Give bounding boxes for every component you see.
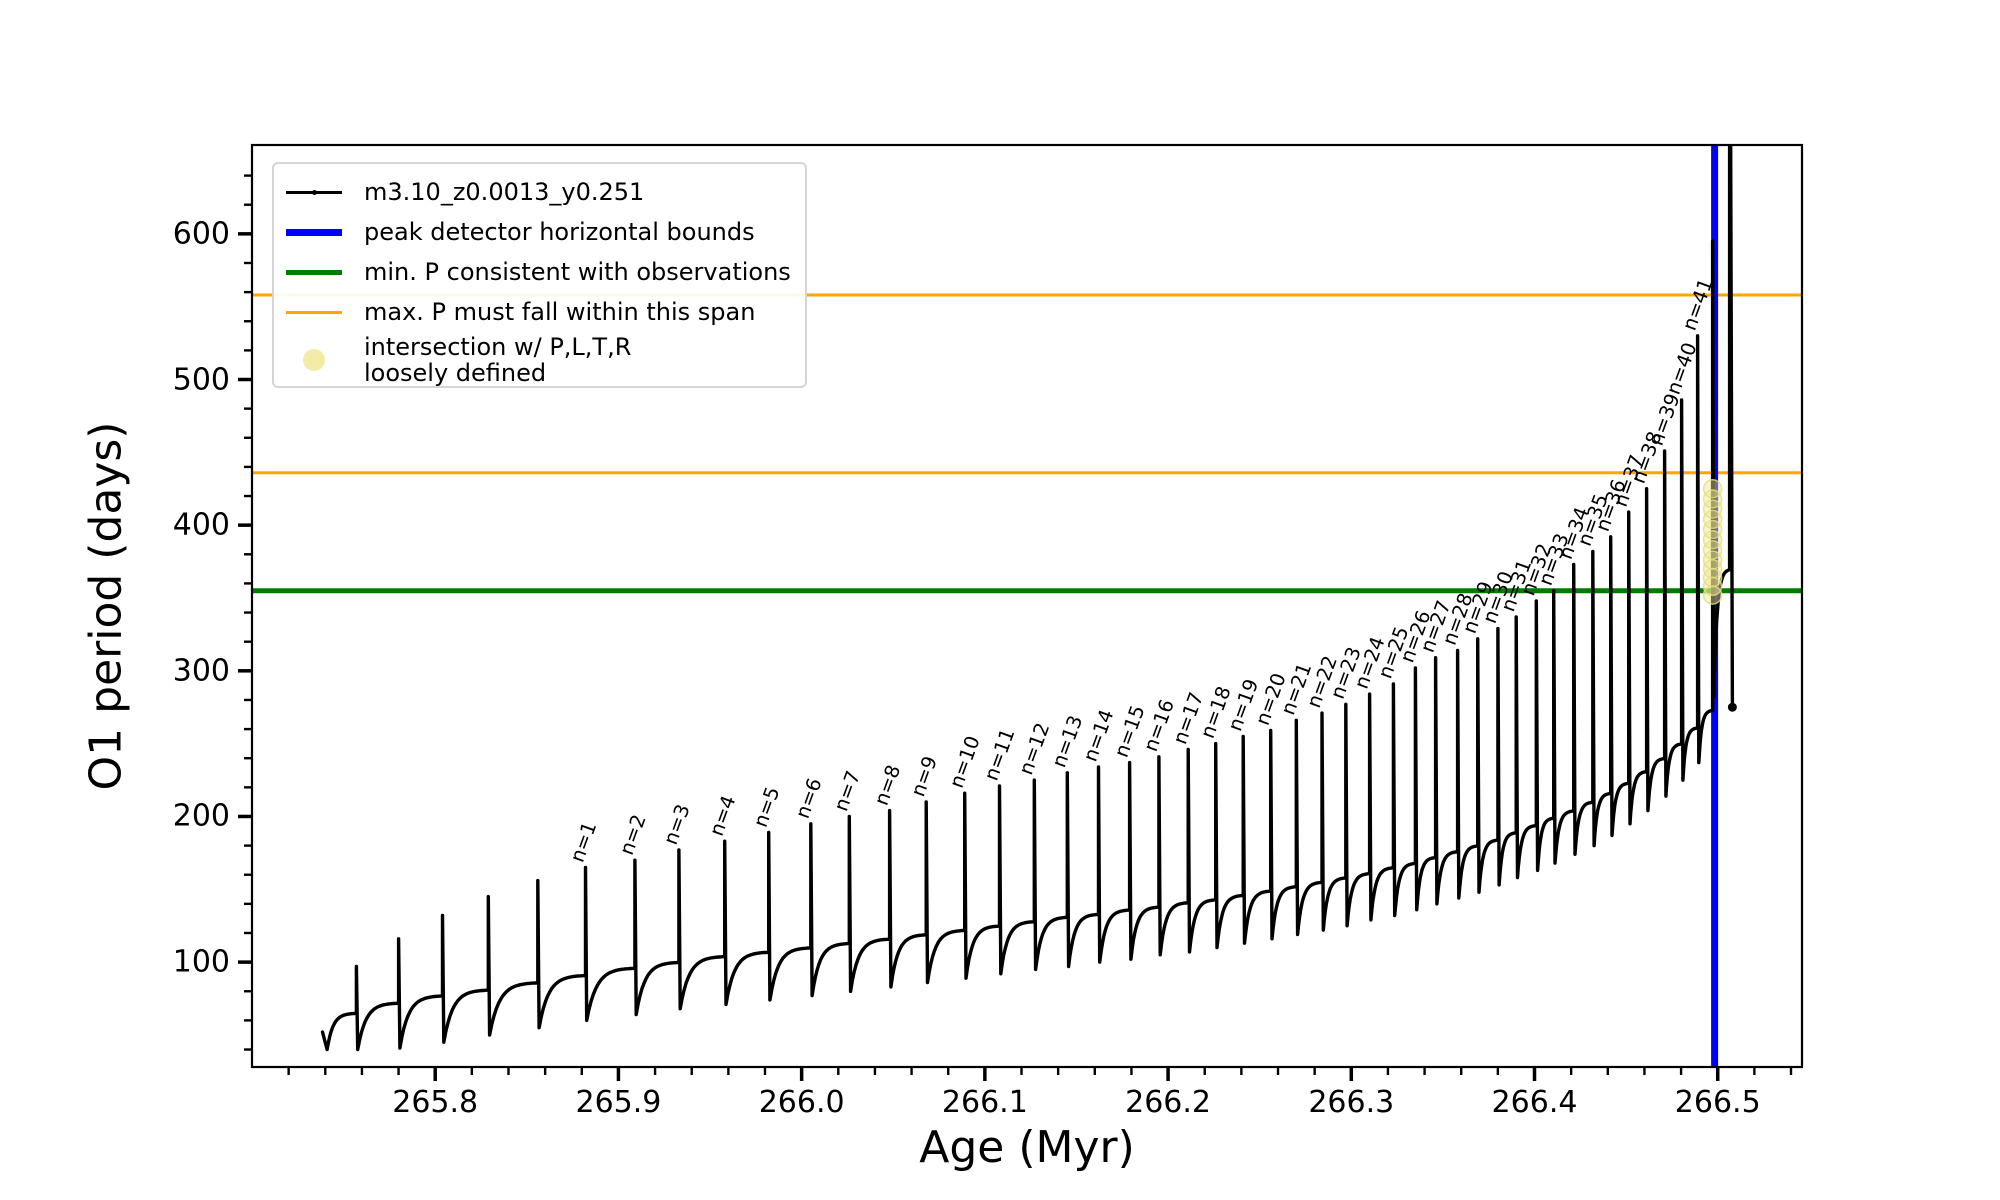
legend-item-series: m3.10_z0.0013_y0.251 xyxy=(286,172,805,212)
x-tick-label: 265.8 xyxy=(392,1085,479,1120)
spike-label: n=2 xyxy=(615,811,651,857)
y-axis-label: O1 period (days) xyxy=(80,421,132,791)
spike-label: n=14 xyxy=(1079,706,1119,764)
intersection-marker xyxy=(1702,478,1723,499)
spike-label: n=7 xyxy=(829,768,865,814)
intersection-marker xyxy=(1702,489,1723,509)
spike-label: n=13 xyxy=(1047,712,1087,770)
legend-label: min. P consistent with observations xyxy=(364,258,791,286)
spike-label: n=40 xyxy=(1662,339,1702,397)
legend-label: intersection w/ P,L,T,R loosely defined xyxy=(364,333,632,387)
yellow-circle-icon xyxy=(286,349,342,371)
spike-label: n=6 xyxy=(791,775,827,821)
orange-line-icon xyxy=(286,310,342,314)
spike-label: n=4 xyxy=(705,792,741,838)
intersection-marker xyxy=(1702,529,1723,550)
x-tick-label: 266.3 xyxy=(1308,1085,1395,1120)
spike-label: n=39 xyxy=(1645,390,1685,448)
x-tick-label: 266.4 xyxy=(1491,1085,1578,1120)
x-tick-label: 266.5 xyxy=(1674,1085,1761,1120)
intersection-marker xyxy=(1702,540,1723,560)
spike-label: n=10 xyxy=(945,733,985,791)
y-tick-label: 500 xyxy=(172,362,230,397)
spike-label: n=8 xyxy=(870,762,906,808)
x-tick-label: 266.1 xyxy=(941,1085,1028,1120)
legend-item-intersection: intersection w/ P,L,T,R loosely defined xyxy=(286,332,805,388)
intersection-marker xyxy=(1702,519,1723,540)
intersection-marker xyxy=(1702,499,1723,519)
blue-line-icon xyxy=(286,228,342,236)
legend-item-min-p: min. P consistent with observations xyxy=(286,252,805,292)
green-line-icon xyxy=(286,269,342,275)
x-axis-label: Age (Myr) xyxy=(919,1122,1135,1173)
intersection-marker xyxy=(1702,550,1723,570)
legend-label: max. P must fall within this span xyxy=(364,298,756,326)
spike-label: n=3 xyxy=(659,801,695,847)
legend-item-max-p-span: max. P must fall within this span xyxy=(286,292,805,332)
series-line-icon xyxy=(286,190,342,195)
legend-label: peak detector horizontal bounds xyxy=(364,218,755,246)
y-tick-label: 200 xyxy=(172,798,230,834)
spike-label: n=11 xyxy=(980,725,1020,783)
spike-label: n=1 xyxy=(566,819,602,865)
x-tick-label: 265.9 xyxy=(575,1085,662,1120)
spike-label: n=5 xyxy=(749,784,785,830)
spike-label: n=9 xyxy=(906,753,942,799)
x-tick-label: 266.0 xyxy=(758,1085,845,1120)
y-tick-label: 600 xyxy=(172,216,230,252)
legend-item-peak-bounds: peak detector horizontal bounds xyxy=(286,212,805,252)
x-tick-label: 266.2 xyxy=(1125,1085,1212,1120)
series-end-dot xyxy=(1727,702,1737,712)
y-tick-label: 100 xyxy=(172,944,230,980)
legend: m3.10_z0.0013_y0.251 peak detector horiz… xyxy=(272,162,807,388)
intersection-marker xyxy=(1702,509,1723,530)
spike-label: n=12 xyxy=(1014,720,1054,778)
y-tick-label: 400 xyxy=(172,507,230,543)
legend-label: m3.10_z0.0013_y0.251 xyxy=(364,178,645,206)
series-line xyxy=(320,145,1735,1052)
plot-spines xyxy=(250,143,1804,1069)
y-tick-label: 300 xyxy=(172,653,230,689)
